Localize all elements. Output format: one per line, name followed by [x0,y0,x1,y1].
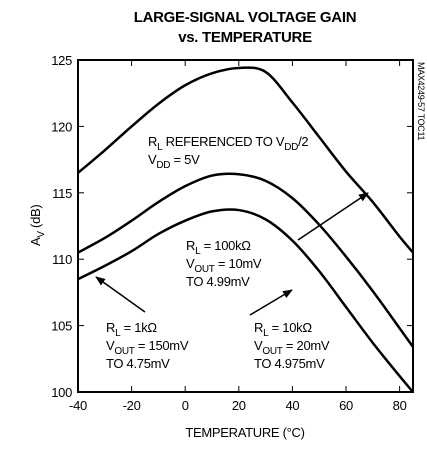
x-tick-label: -40 [69,398,87,413]
y-tick-label: 110 [52,252,72,267]
text-part: DD [156,160,170,171]
arrow [95,276,146,313]
annotation: TO 4.975mV [254,356,325,371]
text-part: R [148,134,157,149]
series-line [77,208,414,393]
text-part: L [263,328,269,339]
text-part: A [28,237,43,246]
chart-title: vs. TEMPERATURE [178,29,312,46]
text-part: = 10kΩ [268,320,312,335]
text-part: /2 [298,134,308,149]
y-tick-label: 105 [51,319,72,334]
x-tick-label: -20 [123,398,141,413]
text-part: OUT [262,346,282,357]
text-part: R [106,320,115,335]
annotation: RL = 100kΩ [186,238,251,257]
x-tick-label: 0 [182,398,189,413]
x-axis-label: TEMPERATURE (°C) [185,425,304,440]
annotation: RL REFERENCED TO VDD/2 [148,134,308,153]
y-tick-label: 125 [51,53,72,68]
annotation: VOUT = 10mV [186,256,262,275]
text-part: V [148,152,157,167]
text-part: V [186,256,195,271]
text-part: TO 4.975mV [254,356,325,371]
x-tick-label: 80 [393,398,407,413]
annotation: TO 4.75mV [106,356,170,371]
plot-frame [77,59,414,393]
y-tick-label: 100 [51,385,72,400]
text-part: = 100kΩ [200,238,251,253]
text-part: TO 4.99mV [186,274,250,289]
text-part: OUT [114,346,134,357]
x-tick-label: 60 [339,398,353,413]
text-part: = 10mV [215,256,262,271]
text-part: R [186,238,195,253]
annotation: VOUT = 150mV [106,338,189,357]
y-axis-label: AV (dB) [28,205,47,246]
text-part: V [254,338,263,353]
text-part: R [254,320,263,335]
annotation: VOUT = 20mV [254,338,330,357]
series-line [77,66,414,254]
text-part: = 150mV [135,338,189,353]
text-part: = 1kΩ [120,320,157,335]
text-part: OUT [194,264,214,275]
annotation: RL = 1kΩ [106,320,157,339]
text-part: = 20mV [283,338,330,353]
side-label: MAX4249-57 TOC11 [416,62,426,141]
x-tick-label: 20 [232,398,246,413]
annotation: VDD = 5V [148,152,200,171]
arrows [95,192,369,316]
text-part: = 5V [170,152,200,167]
text-part: REFERENCED TO V [162,134,284,149]
annotation: RL = 10kΩ [254,320,312,339]
annotation: TO 4.99mV [186,274,250,289]
text-part: L [157,142,163,153]
text-part: V [106,338,115,353]
text-part: L [195,246,201,257]
text-part: L [115,328,121,339]
x-tick-label: 40 [285,398,299,413]
y-tick-label: 120 [51,119,72,134]
series-line [77,172,415,348]
arrow [297,192,369,241]
text-part: TO 4.75mV [106,356,170,371]
text-part: DD [284,142,298,153]
text-part: (dB) [28,205,43,232]
chart-title: LARGE-SIGNAL VOLTAGE GAIN [134,9,357,26]
y-tick-label: 115 [52,186,72,201]
text-part: V [36,231,47,238]
arrow [249,289,293,316]
